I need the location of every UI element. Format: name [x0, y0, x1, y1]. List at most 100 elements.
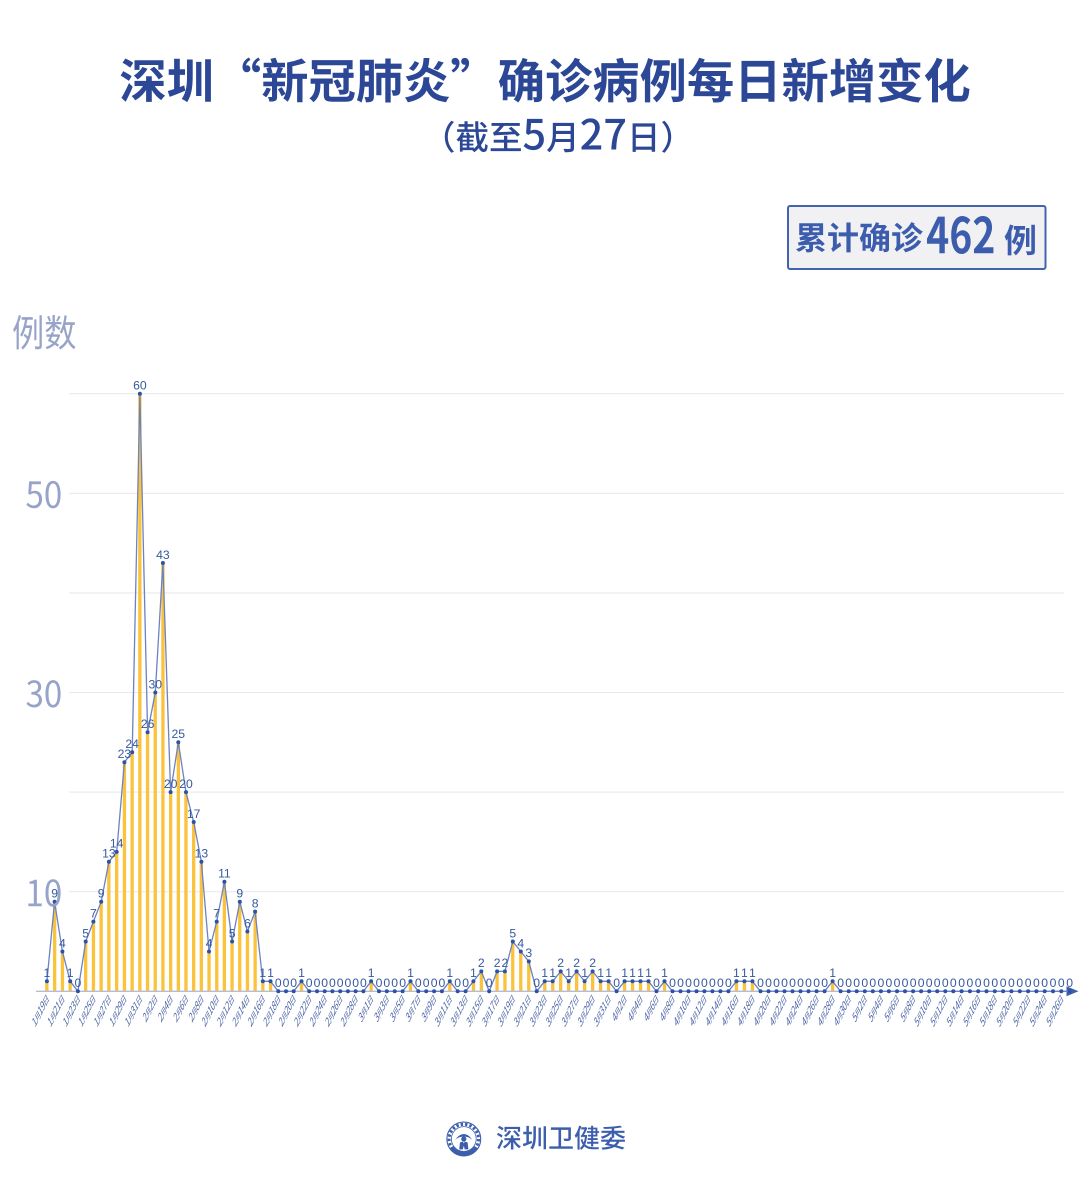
svg-text:0: 0 — [653, 976, 660, 990]
svg-text:1: 1 — [733, 966, 740, 980]
svg-text:5: 5 — [229, 926, 236, 940]
svg-text:0: 0 — [613, 976, 620, 990]
svg-text:2: 2 — [494, 956, 501, 970]
svg-text:0: 0 — [934, 976, 941, 990]
svg-text:0: 0 — [533, 976, 540, 990]
svg-text:13: 13 — [102, 847, 116, 861]
svg-text:0: 0 — [797, 976, 804, 990]
svg-text:0: 0 — [1033, 976, 1040, 990]
svg-text:0: 0 — [693, 976, 700, 990]
svg-text:0: 0 — [321, 976, 328, 990]
svg-text:0: 0 — [765, 976, 772, 990]
svg-text:1: 1 — [44, 966, 51, 980]
svg-text:1: 1 — [645, 966, 652, 980]
svg-text:0: 0 — [910, 976, 917, 990]
svg-text:0: 0 — [845, 976, 852, 990]
svg-text:1: 1 — [67, 966, 74, 980]
svg-text:0: 0 — [423, 976, 430, 990]
svg-text:0: 0 — [1025, 976, 1032, 990]
svg-text:7: 7 — [213, 906, 220, 920]
svg-text:0: 0 — [757, 976, 764, 990]
svg-text:0: 0 — [383, 976, 390, 990]
svg-text:0: 0 — [983, 976, 990, 990]
svg-text:0: 0 — [1000, 976, 1007, 990]
svg-text:1: 1 — [541, 966, 548, 980]
svg-text:1: 1 — [549, 966, 556, 980]
svg-text:0: 0 — [781, 976, 788, 990]
svg-text:0: 0 — [283, 976, 290, 990]
svg-text:0: 0 — [376, 976, 383, 990]
svg-text:0: 0 — [1016, 976, 1023, 990]
svg-text:0: 0 — [677, 976, 684, 990]
svg-text:0: 0 — [878, 976, 885, 990]
svg-text:2: 2 — [573, 956, 580, 970]
svg-text:1: 1 — [407, 966, 414, 980]
svg-text:0: 0 — [717, 976, 724, 990]
svg-text:0: 0 — [360, 976, 367, 990]
svg-text:5: 5 — [82, 926, 89, 940]
svg-text:13: 13 — [195, 847, 209, 861]
svg-text:1: 1 — [298, 966, 305, 980]
svg-text:5: 5 — [509, 926, 516, 940]
svg-text:0: 0 — [701, 976, 708, 990]
svg-text:0: 0 — [275, 976, 282, 990]
svg-text:1: 1 — [637, 966, 644, 980]
svg-text:0: 0 — [942, 976, 949, 990]
svg-text:9: 9 — [51, 887, 58, 901]
svg-text:0: 0 — [918, 976, 925, 990]
svg-text:0: 0 — [352, 976, 359, 990]
svg-text:0: 0 — [454, 976, 461, 990]
svg-text:0: 0 — [821, 976, 828, 990]
svg-text:14: 14 — [110, 837, 124, 851]
svg-text:0: 0 — [306, 976, 313, 990]
svg-text:60: 60 — [133, 379, 147, 393]
svg-text:4: 4 — [59, 936, 66, 950]
svg-text:1: 1 — [741, 966, 748, 980]
svg-text:0: 0 — [926, 976, 933, 990]
svg-text:2: 2 — [557, 956, 564, 970]
svg-text:25: 25 — [172, 727, 186, 741]
svg-text:0: 0 — [813, 976, 820, 990]
svg-text:0: 0 — [462, 976, 469, 990]
svg-text:0: 0 — [902, 976, 909, 990]
svg-text:1: 1 — [597, 966, 604, 980]
svg-text:7: 7 — [90, 906, 97, 920]
svg-text:1: 1 — [259, 966, 266, 980]
svg-text:1: 1 — [605, 966, 612, 980]
svg-text:0: 0 — [314, 976, 321, 990]
svg-text:0: 0 — [853, 976, 860, 990]
svg-text:30: 30 — [149, 677, 163, 691]
svg-text:20: 20 — [164, 777, 178, 791]
svg-text:6: 6 — [244, 916, 251, 930]
svg-text:0: 0 — [431, 976, 438, 990]
svg-text:26: 26 — [141, 717, 155, 731]
svg-text:0: 0 — [1008, 976, 1015, 990]
svg-text:0: 0 — [967, 976, 974, 990]
svg-text:1: 1 — [565, 966, 572, 980]
svg-text:9: 9 — [236, 887, 243, 901]
svg-text:1: 1 — [581, 966, 588, 980]
svg-text:0: 0 — [1066, 976, 1073, 990]
svg-text:1: 1 — [629, 966, 636, 980]
svg-text:0: 0 — [1058, 976, 1065, 990]
svg-text:3: 3 — [525, 946, 532, 960]
svg-text:0: 0 — [725, 976, 732, 990]
svg-text:2: 2 — [589, 956, 596, 970]
svg-text:0: 0 — [345, 976, 352, 990]
svg-text:2: 2 — [502, 956, 509, 970]
svg-text:0: 0 — [950, 976, 957, 990]
svg-text:0: 0 — [886, 976, 893, 990]
svg-text:0: 0 — [894, 976, 901, 990]
svg-text:0: 0 — [975, 976, 982, 990]
svg-text:20: 20 — [179, 777, 193, 791]
svg-text:0: 0 — [669, 976, 676, 990]
svg-text:1: 1 — [621, 966, 628, 980]
svg-text:1: 1 — [368, 966, 375, 980]
svg-text:0: 0 — [789, 976, 796, 990]
svg-text:0: 0 — [958, 976, 965, 990]
svg-text:1: 1 — [661, 966, 668, 980]
svg-text:1: 1 — [267, 966, 274, 980]
svg-text:43: 43 — [156, 548, 170, 562]
svg-text:8: 8 — [252, 896, 259, 910]
svg-text:0: 0 — [290, 976, 297, 990]
